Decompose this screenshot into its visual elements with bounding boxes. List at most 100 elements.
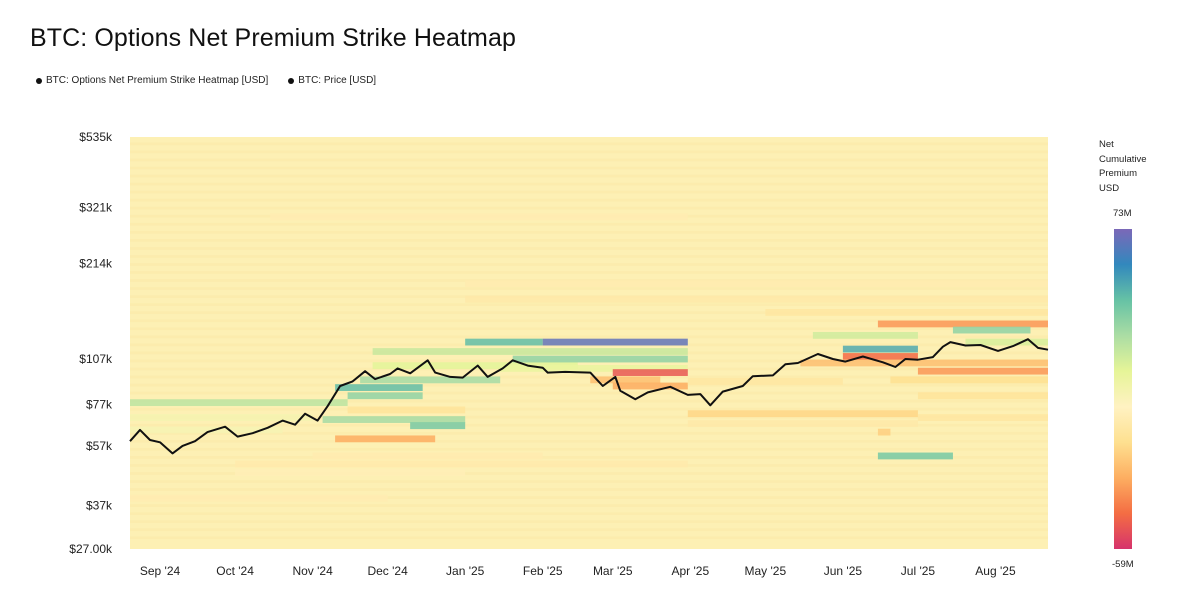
- x-tick-label: Jan '25: [446, 564, 485, 578]
- heatmap-cell: [917, 414, 1048, 421]
- heatmap-cell: [512, 355, 688, 363]
- colorbar-min-label: -59M: [1112, 559, 1134, 570]
- heatmap-texture-cell: [130, 158, 1048, 162]
- x-tick-label: Oct '24: [216, 564, 254, 578]
- colorbar-title: Net Cumulative Premium USD: [1099, 138, 1147, 196]
- heatmap-cell: [360, 376, 501, 384]
- legend-dot-icon: [288, 77, 295, 84]
- heatmap-cell: [842, 353, 918, 360]
- heatmap-cell: [687, 420, 918, 428]
- y-axis: $535k $321k $214k $107k $77k $57k $37k $27.00k: [69, 130, 113, 556]
- heatmap-texture-cell: [130, 150, 1048, 154]
- colorbar: [1114, 229, 1132, 549]
- heatmap-cell: [130, 399, 348, 407]
- heatmap-cell: [130, 426, 283, 434]
- heatmap-texture-cell: [130, 271, 1048, 274]
- legend-item-heatmap[interactable]: BTC: Options Net Premium Strike Heatmap …: [36, 75, 268, 86]
- heatmap-texture-cell: [130, 375, 1048, 379]
- heatmap-texture-cell: [130, 247, 1048, 250]
- heatmap-texture-cell: [130, 447, 1048, 451]
- heatmap-texture-cell: [130, 303, 1048, 307]
- heatmap-texture-cell: [130, 536, 1048, 540]
- heatmap-cell: [347, 406, 466, 414]
- colorbar-title-line: Premium: [1099, 168, 1138, 179]
- heatmap-texture-cell: [130, 472, 1048, 475]
- heatmap-texture-cell: [130, 399, 1048, 403]
- heatmap-texture-cell: [130, 287, 1048, 290]
- heatmap-cell: [687, 377, 843, 385]
- heatmap-cell: [917, 392, 1048, 400]
- heatmap-cell: [877, 452, 953, 460]
- y-tick-label: $214k: [79, 256, 113, 270]
- x-tick-label: Apr '25: [671, 564, 709, 578]
- heatmap-texture-cell: [130, 198, 1048, 202]
- heatmap-cell: [335, 435, 436, 443]
- heatmap-cell: [965, 338, 1048, 346]
- heatmap-cell: [952, 326, 1031, 334]
- price-line: [129, 338, 1049, 455]
- heatmap-texture-cell: [130, 222, 1048, 226]
- chart-title: BTC: Options Net Premium Strike Heatmap: [30, 24, 516, 52]
- heatmap-texture-cell: [130, 142, 1048, 146]
- heatmap-cell: [842, 345, 918, 353]
- heatmap-cell: [612, 382, 688, 390]
- heatmap-texture-cell: [130, 335, 1048, 339]
- heatmap-texture-cell: [130, 423, 1048, 427]
- heatmap-cell: [612, 369, 688, 376]
- heatmap-cell: [347, 392, 423, 400]
- x-tick-label: Sep '24: [140, 564, 181, 578]
- heatmap-texture-cell: [130, 206, 1048, 210]
- heatmap-cell: [465, 295, 1048, 303]
- heatmap-cell: [130, 414, 313, 421]
- y-tick-label: $77k: [86, 397, 113, 411]
- heatmap-cell: [465, 338, 543, 346]
- heatmap-texture-cell: [130, 182, 1048, 186]
- heatmap-cell: [335, 384, 423, 391]
- x-tick-label: Aug '25: [975, 564, 1016, 578]
- heatmap-texture-cell: [130, 238, 1048, 242]
- y-tick-label: $27.00k: [69, 542, 113, 556]
- heatmap-texture-cell: [130, 456, 1048, 459]
- heatmap-texture-cell: [130, 415, 1048, 419]
- x-tick-label: Nov '24: [292, 564, 333, 578]
- y-tick-label: $321k: [79, 200, 113, 214]
- heatmap-cell: [812, 331, 918, 339]
- heatmap-cell: [372, 362, 578, 370]
- heatmap-texture-cell: [130, 327, 1048, 331]
- heatmap-texture-cell: [130, 190, 1048, 194]
- heatmap-cell: [372, 348, 688, 355]
- x-tick-label: Jun '25: [824, 564, 863, 578]
- heatmap-cell: [500, 364, 688, 372]
- legend-label-heatmap: BTC: Options Net Premium Strike Heatmap …: [46, 75, 269, 86]
- y-tick-label: $37k: [86, 499, 113, 513]
- x-tick-label: Dec '24: [367, 564, 408, 578]
- heatmap-cell: [800, 359, 1048, 367]
- heatmap-texture-cell: [130, 431, 1048, 435]
- heatmap-cell: [410, 422, 466, 430]
- legend-item-price[interactable]: BTC: Price [USD]: [288, 75, 376, 86]
- heatmap-texture-cell: [130, 504, 1048, 507]
- heatmap-cell: [765, 309, 1048, 316]
- heatmap-cell: [590, 376, 661, 384]
- heatmap-texture-cell: [130, 311, 1048, 315]
- heatmap-texture-cell: [130, 391, 1048, 395]
- heatmap-cell: [130, 494, 388, 502]
- heatmap-texture-cell: [130, 319, 1048, 323]
- heatmap-texture-cell: [130, 520, 1048, 524]
- x-tick-label: Mar '25: [593, 564, 633, 578]
- heatmap-cell: [877, 428, 891, 436]
- colorbar-title-line: USD: [1099, 182, 1120, 194]
- heatmap-texture-cell: [130, 488, 1048, 491]
- colorbar-title-line: Net: [1099, 139, 1114, 150]
- heatmap-cell: [890, 376, 1048, 384]
- colorbar-max-label: 73M: [1113, 208, 1132, 219]
- heatmap-cell: [312, 452, 543, 460]
- heatmap-texture-cell: [130, 263, 1048, 266]
- heatmap-texture-cell: [130, 528, 1048, 532]
- heatmap-cell: [687, 410, 918, 418]
- heatmap-bands: [130, 142, 1048, 540]
- heatmap-cell: [877, 320, 1048, 328]
- x-tick-label: May '25: [745, 564, 787, 578]
- heatmap-texture-cell: [130, 496, 1048, 499]
